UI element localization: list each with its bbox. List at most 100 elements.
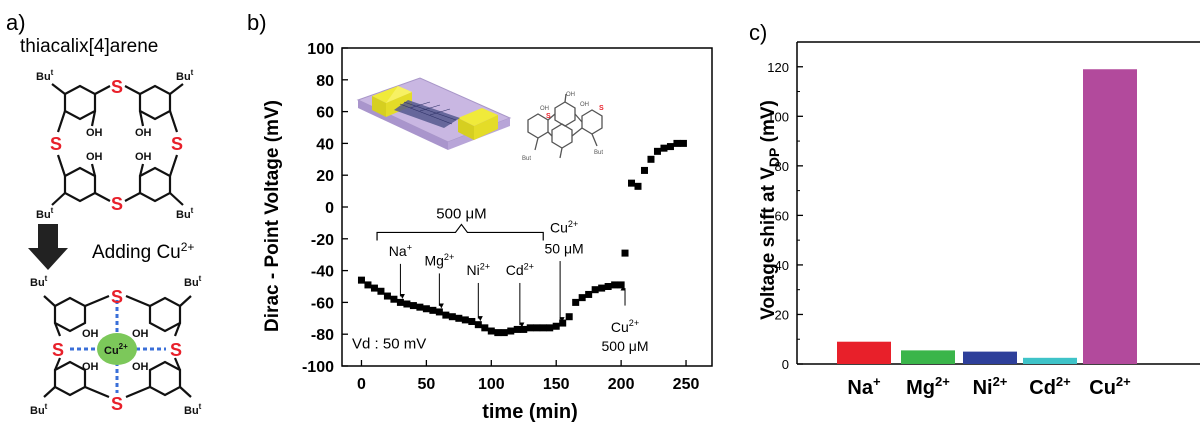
oh-label: OH bbox=[135, 151, 152, 163]
y-axis-label: Dirac - Point Voltage (mV) bbox=[262, 100, 283, 332]
oh-label: OH bbox=[132, 328, 149, 340]
bar bbox=[901, 350, 955, 364]
data-point bbox=[520, 325, 528, 333]
bar bbox=[1083, 69, 1137, 364]
panel-c-label: c) bbox=[749, 20, 767, 45]
but-label: But bbox=[176, 206, 194, 221]
y-tick-label: 100 bbox=[307, 41, 334, 58]
oh-label: OH bbox=[580, 102, 589, 108]
category-label: Na+ bbox=[847, 374, 881, 399]
reaction-arrow-icon bbox=[28, 224, 68, 270]
ion-label: Ni2+ bbox=[467, 261, 491, 278]
panel-a-label: a) bbox=[6, 10, 26, 35]
y-tick-label: 60 bbox=[775, 208, 789, 223]
data-point bbox=[598, 284, 606, 292]
category-label: Ni2+ bbox=[973, 374, 1008, 399]
coordination-bonds bbox=[70, 300, 166, 393]
sulfur-atom: S bbox=[171, 134, 183, 154]
data-point bbox=[611, 281, 619, 289]
bracket-label: 500 μM bbox=[436, 205, 486, 222]
data-point bbox=[621, 249, 629, 257]
ion-label: Na+ bbox=[389, 242, 412, 259]
graphene-device-illustration bbox=[356, 77, 512, 150]
data-point bbox=[494, 329, 502, 337]
ion-label: Cd2+ bbox=[506, 261, 534, 278]
data-point bbox=[377, 287, 385, 295]
ion-label: Cu2+ bbox=[611, 318, 639, 335]
data-point bbox=[448, 313, 456, 321]
data-point bbox=[539, 324, 547, 332]
x-axis-label: time (min) bbox=[482, 401, 578, 423]
y-tick-label: 80 bbox=[775, 159, 789, 174]
data-point bbox=[487, 327, 495, 335]
data-point bbox=[679, 139, 687, 147]
y-tick-label: -60 bbox=[311, 295, 334, 312]
data-point bbox=[390, 295, 398, 303]
calixarene-molecule-sketch bbox=[527, 93, 603, 159]
y-tick-label: 40 bbox=[775, 258, 789, 273]
panel-b: b) Dirac - Point Voltage (mV) time (min) bbox=[247, 10, 713, 423]
but-label: But bbox=[184, 274, 202, 289]
y-tick-label: 0 bbox=[325, 200, 334, 217]
x-tick-label: 200 bbox=[608, 376, 635, 393]
panel-c-bars: Na+ Mg2+ Ni2+ Cd2+ Cu2+ bbox=[837, 69, 1137, 399]
y-tick-label: -80 bbox=[311, 327, 334, 344]
data-point bbox=[565, 313, 573, 321]
data-point bbox=[559, 319, 567, 327]
data-point bbox=[585, 290, 593, 298]
bar bbox=[963, 351, 1017, 364]
phenol-ring bbox=[63, 84, 97, 121]
data-point bbox=[660, 144, 668, 152]
cu-complex-structure bbox=[43, 294, 192, 399]
data-point bbox=[500, 329, 508, 337]
data-point bbox=[552, 322, 560, 330]
data-point bbox=[591, 286, 599, 294]
data-point bbox=[370, 284, 378, 292]
copper-ion-icon bbox=[97, 333, 137, 365]
but-label: But bbox=[36, 206, 54, 221]
x-tick-label: 50 bbox=[417, 376, 435, 393]
but-label: But bbox=[176, 68, 194, 83]
oh-label: OH bbox=[540, 106, 549, 112]
panel-a-title: thiacalix[4]arene bbox=[20, 36, 158, 57]
data-point bbox=[507, 327, 515, 335]
data-point bbox=[481, 324, 489, 332]
phenol-ring bbox=[63, 166, 97, 203]
y-tick-label: 100 bbox=[767, 109, 789, 124]
data-point bbox=[526, 324, 534, 332]
sulfur-atom: S bbox=[111, 287, 123, 307]
y-tick-label: 0 bbox=[782, 357, 789, 372]
data-point bbox=[634, 182, 642, 190]
category-label: Cu2+ bbox=[1089, 374, 1131, 399]
sulfur-atom: S bbox=[599, 105, 604, 112]
data-point bbox=[640, 166, 648, 174]
data-point bbox=[468, 317, 476, 325]
data-point bbox=[572, 298, 580, 306]
y-axis-label: Voltage shift at VDP (mV) bbox=[758, 100, 782, 320]
panel-b-annotations: 500 μM Na+ Mg2+ Ni2+ Cd2+ Cu2+ 50 μM Cu2+ 500 μM… bbox=[352, 205, 649, 353]
but-label: But bbox=[30, 402, 48, 417]
data-point bbox=[409, 302, 417, 310]
category-label: Cd2+ bbox=[1029, 374, 1071, 399]
data-point bbox=[513, 325, 521, 333]
but-label: But bbox=[522, 156, 531, 162]
data-point bbox=[435, 308, 443, 316]
panel-c: c) Voltage shift at VDP (mV) 0 20 40 60 80 10… bbox=[749, 20, 1200, 399]
data-point bbox=[429, 306, 437, 314]
y-tick-label: -20 bbox=[311, 232, 334, 249]
x-tick-label: 150 bbox=[543, 376, 570, 393]
sulfur-atom: S bbox=[50, 134, 62, 154]
y-tick-label: 80 bbox=[316, 73, 334, 90]
data-point bbox=[546, 324, 554, 332]
data-point bbox=[647, 155, 655, 163]
oh-label: OH bbox=[566, 92, 575, 98]
y-tick-label: 60 bbox=[316, 105, 334, 122]
data-point bbox=[364, 281, 372, 289]
sulfur-atom: S bbox=[111, 194, 123, 214]
panel-b-axes: -100 -80 -60 -40 -20 0 20 40 60 80 100 0 50 100 150 200… bbox=[302, 41, 713, 393]
y-tick-label: 20 bbox=[316, 168, 334, 185]
oh-label: OH bbox=[135, 127, 152, 139]
data-point bbox=[474, 321, 482, 329]
y-tick-label: -100 bbox=[302, 359, 334, 376]
